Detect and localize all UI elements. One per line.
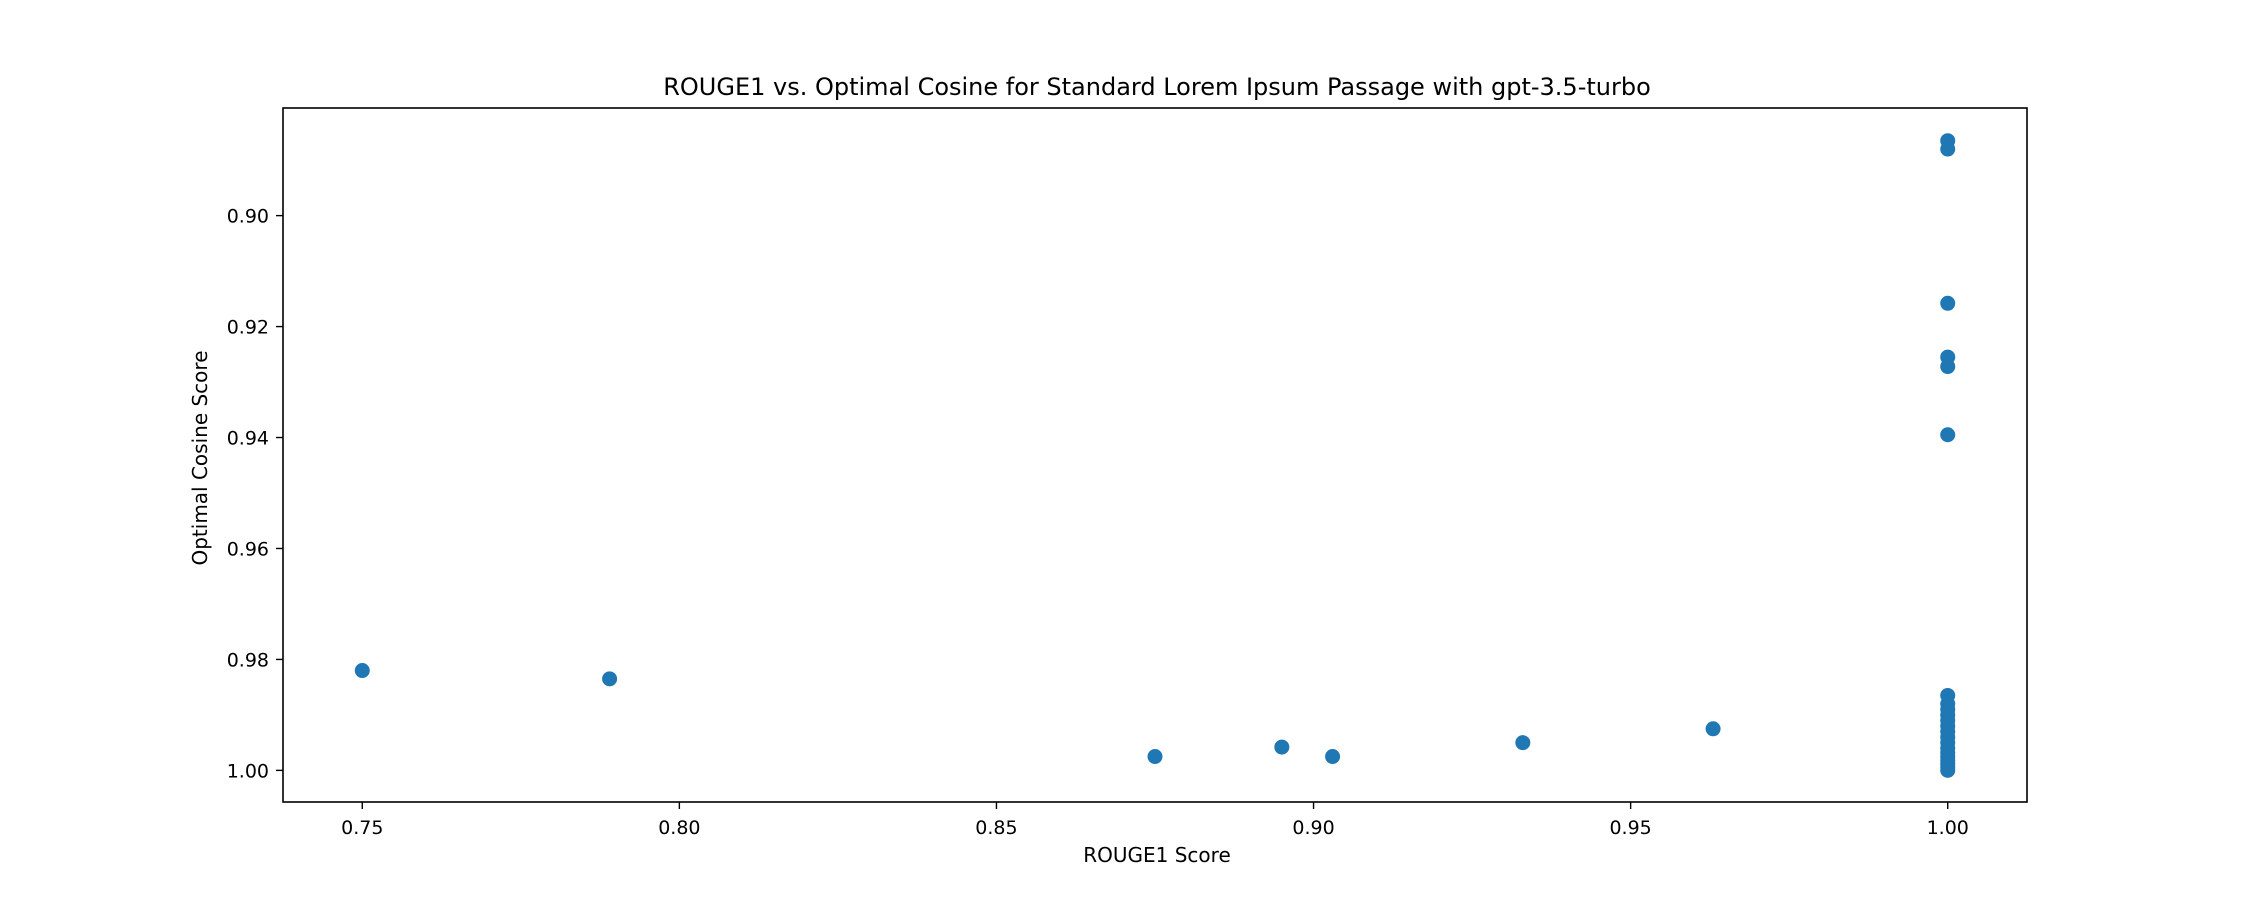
x-tick-label: 0.75: [341, 817, 383, 839]
plot-frame: [282, 107, 2028, 803]
data-point: [1515, 735, 1531, 751]
data-point: [602, 671, 618, 687]
data-point: [1940, 762, 1956, 778]
data-point: [1940, 359, 1956, 375]
y-tick-label: 0.96: [227, 538, 269, 560]
x-tick-label: 0.80: [658, 817, 700, 839]
x-axis-label: ROUGE1 Score: [1083, 843, 1231, 867]
data-point: [1147, 749, 1163, 765]
y-tick-label: 0.98: [227, 649, 269, 671]
y-tick-label: 0.92: [227, 317, 269, 339]
y-axis: 0.90 0.92 0.94 0.96 0.98 1.00: [227, 206, 283, 782]
y-axis-label: Optimal Cosine Score: [188, 350, 212, 565]
data-point: [1274, 739, 1290, 755]
y-tick-label: 1.00: [227, 760, 269, 782]
x-tick-label: 0.85: [975, 817, 1017, 839]
x-tick-label: 0.95: [1609, 817, 1651, 839]
data-point: [1940, 141, 1956, 157]
data-point: [1940, 295, 1956, 311]
y-tick-label: 0.90: [227, 206, 269, 228]
x-tick-label: 1.00: [1927, 817, 1969, 839]
data-point: [1705, 721, 1721, 737]
data-point: [1940, 427, 1956, 443]
data-points: [354, 133, 1956, 778]
data-point: [354, 663, 370, 679]
chart-title: ROUGE1 vs. Optimal Cosine for Standard L…: [663, 73, 1651, 101]
x-axis: 0.75 0.80 0.85 0.90 0.95 1.00: [341, 802, 1969, 839]
y-tick-label: 0.94: [227, 428, 269, 450]
x-tick-label: 0.90: [1292, 817, 1334, 839]
data-point: [1325, 749, 1341, 765]
